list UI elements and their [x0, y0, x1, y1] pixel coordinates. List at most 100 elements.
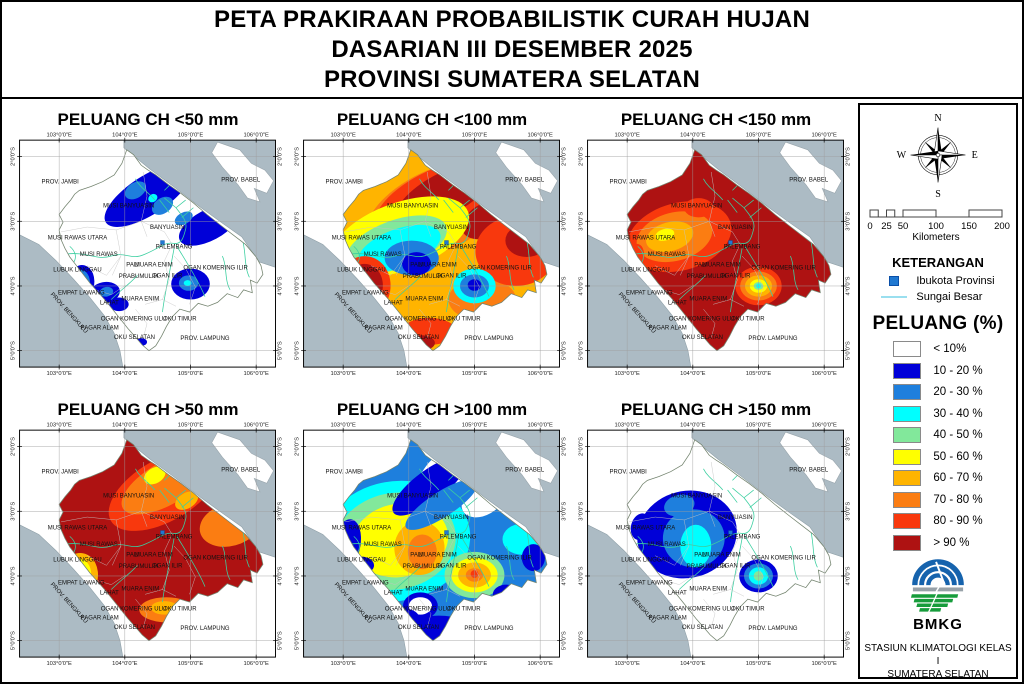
- svg-text:4°0'0"S: 4°0'0"S: [579, 276, 585, 295]
- svg-text:MUARA ENIM: MUARA ENIM: [405, 296, 443, 302]
- svg-text:EMPAT LAWANG: EMPAT LAWANG: [58, 581, 105, 587]
- svg-text:3°0'0"S: 3°0'0"S: [579, 502, 585, 521]
- svg-text:E: E: [972, 150, 978, 161]
- svg-text:103°0'0"E: 103°0'0"E: [614, 132, 640, 138]
- svg-text:5°0'0"S: 5°0'0"S: [11, 631, 17, 650]
- svg-text:OKU TIMUR: OKU TIMUR: [447, 317, 481, 323]
- svg-text:MUSI RAWAS: MUSI RAWAS: [80, 542, 118, 548]
- svg-text:OGAN KOMERING ILIR: OGAN KOMERING ILIR: [183, 556, 248, 562]
- legend-label: 10 - 20 %: [933, 364, 983, 377]
- legend-item: 40 - 50 %: [893, 427, 983, 443]
- panel-title: PELUANG CH >50 mm: [57, 400, 239, 419]
- svg-text:LAHAT: LAHAT: [384, 590, 403, 596]
- svg-text:PROV. JAMBI: PROV. JAMBI: [609, 470, 647, 476]
- svg-text:105°0'0"E: 105°0'0"E: [462, 132, 488, 138]
- svg-text:106°0'0"E: 106°0'0"E: [811, 422, 837, 428]
- svg-text:MUARA ENIM: MUARA ENIM: [703, 263, 741, 269]
- svg-text:5°0'0"S: 5°0'0"S: [11, 341, 17, 360]
- legend-item: 20 - 30 %: [893, 384, 983, 400]
- keterangan-item: Sungai Besar: [881, 291, 994, 303]
- svg-text:3°0'0"S: 3°0'0"S: [845, 212, 851, 231]
- river-line-icon: [881, 296, 908, 298]
- svg-text:OGAN ILIR: OGAN ILIR: [436, 563, 467, 569]
- svg-text:2°0'0"S: 2°0'0"S: [579, 147, 585, 166]
- svg-text:MUSI RAWAS UTARA: MUSI RAWAS UTARA: [48, 236, 107, 242]
- svg-text:4°0'0"S: 4°0'0"S: [845, 276, 851, 295]
- svg-text:3°0'0"S: 3°0'0"S: [295, 502, 301, 521]
- svg-text:EMPAT LAWANG: EMPAT LAWANG: [58, 291, 105, 297]
- legend-title: PELUANG (%): [872, 313, 1004, 334]
- panel-ch-gt50: PELUANG CH >50 mm PROV. JAMBI PROV. BABEL…: [6, 391, 290, 681]
- svg-text:25: 25: [881, 221, 892, 232]
- svg-text:3°0'0"S: 3°0'0"S: [11, 212, 17, 231]
- svg-text:EMPAT LAWANG: EMPAT LAWANG: [626, 291, 673, 297]
- svg-text:BANYUASIN: BANYUASIN: [434, 515, 469, 521]
- svg-text:104°0'0"E: 104°0'0"E: [680, 371, 706, 377]
- legend-label: 20 - 30 %: [933, 386, 983, 398]
- svg-text:106°0'0"E: 106°0'0"E: [243, 661, 269, 667]
- svg-text:PROV. LAMPUNG: PROV. LAMPUNG: [748, 336, 798, 342]
- legend-item: < 10%: [893, 341, 982, 357]
- svg-text:106°0'0"E: 106°0'0"E: [527, 132, 553, 138]
- svg-text:3°0'0"S: 3°0'0"S: [277, 212, 283, 231]
- svg-text:2°0'0"S: 2°0'0"S: [11, 147, 17, 166]
- panel-ch-gt100: PELUANG CH >100 mm PROV. JAMBI PROV. BABE…: [290, 391, 574, 681]
- svg-text:LAHAT: LAHAT: [100, 590, 119, 596]
- svg-text:103°0'0"E: 103°0'0"E: [330, 422, 356, 428]
- svg-text:103°0'0"E: 103°0'0"E: [330, 371, 356, 377]
- legend-label: 40 - 50 %: [933, 429, 983, 441]
- svg-text:PROV. JAMBI: PROV. JAMBI: [609, 180, 647, 186]
- svg-text:103°0'0"E: 103°0'0"E: [614, 661, 640, 667]
- svg-text:4°0'0"S: 4°0'0"S: [561, 276, 567, 295]
- panel-ch-lt50: PELUANG CH <50 mm PROV. JAMBI PROV. BABEL…: [6, 101, 290, 391]
- legend-swatch: [893, 513, 922, 529]
- svg-text:OGAN ILIR: OGAN ILIR: [436, 273, 467, 279]
- svg-text:PALEMBANG: PALEMBANG: [440, 244, 477, 250]
- svg-text:OKU SELATAN: OKU SELATAN: [682, 335, 723, 341]
- svg-text:MUSI BANYUASIN: MUSI BANYUASIN: [671, 204, 722, 210]
- map-ch-gt50: PROV. JAMBI PROV. BABEL MUSI BANYUASIN BANY…: [11, 422, 284, 667]
- legend-swatch: [893, 341, 922, 357]
- legend-swatch: [893, 362, 922, 379]
- svg-text:150: 150: [961, 221, 977, 232]
- keterangan-label: Ibukota Provinsi: [916, 275, 995, 287]
- svg-text:4°0'0"S: 4°0'0"S: [295, 276, 301, 295]
- keterangan-item: Ibukota Provinsi: [881, 275, 995, 287]
- city-marker-icon: [881, 276, 907, 286]
- svg-text:EMPAT LAWANG: EMPAT LAWANG: [342, 291, 389, 297]
- svg-text:106°0'0"E: 106°0'0"E: [811, 371, 837, 377]
- svg-text:104°0'0"E: 104°0'0"E: [680, 132, 706, 138]
- legend-swatch: [893, 470, 922, 486]
- svg-text:103°0'0"E: 103°0'0"E: [614, 422, 640, 428]
- svg-text:MUSI RAWAS UTARA: MUSI RAWAS UTARA: [332, 236, 391, 242]
- map-sidebar: N S W E 0 25 50 100 150 200 Kilometers KETERANGAN…: [858, 103, 1018, 680]
- svg-text:105°0'0"E: 105°0'0"E: [462, 371, 488, 377]
- svg-text:LUBUK LINGGAU: LUBUK LINGGAU: [337, 557, 385, 563]
- svg-text:BANYUASIN: BANYUASIN: [150, 225, 185, 231]
- svg-text:105°0'0"E: 105°0'0"E: [462, 422, 488, 428]
- bmkg-logo-text: BMKG: [913, 615, 963, 633]
- map-ch-lt50: PROV. JAMBI PROV. BABEL MUSI BANYUASIN BANY…: [11, 132, 284, 377]
- svg-text:103°0'0"E: 103°0'0"E: [46, 422, 72, 428]
- svg-text:MUSI BANYUASIN: MUSI BANYUASIN: [671, 494, 722, 500]
- svg-text:PROV. LAMPUNG: PROV. LAMPUNG: [748, 626, 798, 632]
- legend-item: 10 - 20 %: [893, 362, 983, 379]
- map-ch-gt150: PROV. JAMBI PROV. BABEL MUSI BANYUASIN BANY…: [579, 422, 852, 667]
- svg-text:5°0'0"S: 5°0'0"S: [579, 631, 585, 650]
- svg-text:LAHAT: LAHAT: [100, 300, 119, 306]
- legend-swatch: [893, 405, 922, 422]
- svg-text:OGAN KOMERING ULU: OGAN KOMERING ULU: [385, 607, 450, 613]
- title-line-3: PROVINSI SUMATERA SELATAN: [323, 66, 701, 93]
- svg-text:MUSI BANYUASIN: MUSI BANYUASIN: [387, 494, 438, 500]
- svg-text:MUARA ENIM: MUARA ENIM: [703, 553, 741, 559]
- svg-text:MUARA ENIM: MUARA ENIM: [135, 263, 173, 269]
- svg-text:2°0'0"S: 2°0'0"S: [561, 437, 567, 456]
- panel-title: PELUANG CH >150 mm: [620, 400, 812, 419]
- svg-text:103°0'0"E: 103°0'0"E: [46, 661, 72, 667]
- svg-text:103°0'0"E: 103°0'0"E: [330, 661, 356, 667]
- legend-item: 70 - 80 %: [893, 491, 983, 508]
- svg-text:2°0'0"S: 2°0'0"S: [295, 437, 301, 456]
- svg-text:105°0'0"E: 105°0'0"E: [178, 371, 204, 377]
- svg-text:MUSI RAWAS UTARA: MUSI RAWAS UTARA: [332, 526, 391, 532]
